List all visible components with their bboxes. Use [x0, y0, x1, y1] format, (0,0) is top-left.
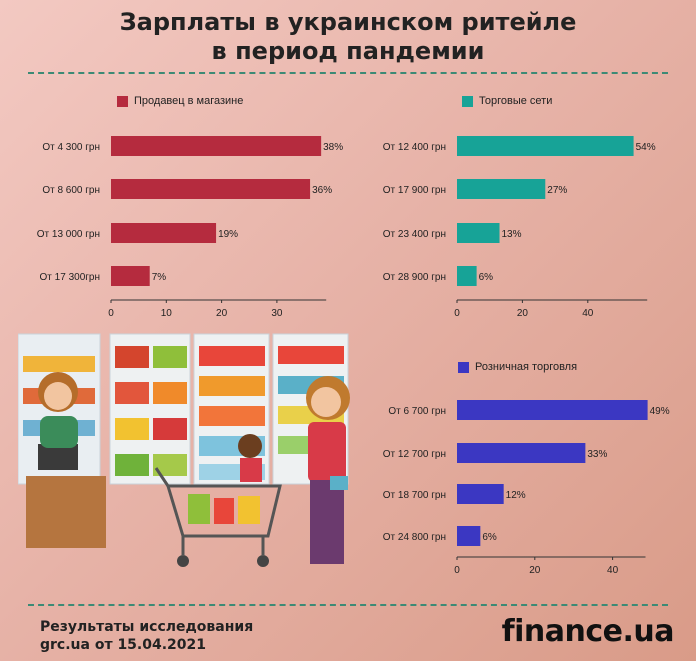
- x-tick-label: 40: [582, 308, 594, 319]
- bar: [457, 179, 546, 199]
- x-tick-label: 0: [108, 308, 114, 319]
- bar: [457, 223, 500, 243]
- value-label: 7%: [152, 272, 167, 283]
- category-label: От 4 300 грн: [42, 142, 100, 153]
- bar: [111, 266, 150, 286]
- x-tick-label: 20: [517, 308, 529, 319]
- footer-line-1: Результаты исследования: [40, 619, 254, 635]
- shopper-face: [311, 387, 341, 417]
- bar: [111, 223, 217, 243]
- top-divider: [28, 72, 668, 74]
- chart-retail: От 6 700 грн 49% От 12 700 грн 33% От 18 700…: [383, 400, 670, 576]
- cashier-counter: [26, 476, 106, 548]
- bar: [457, 266, 477, 286]
- value-label: 49%: [650, 406, 670, 417]
- shopper-top: [308, 422, 346, 482]
- supermarket-illustration: [18, 333, 350, 567]
- page-title: Зарплаты в украинском ритейле в период п…: [0, 8, 696, 66]
- value-label: 6%: [482, 532, 497, 543]
- value-label: 38%: [323, 142, 343, 153]
- category-label: От 8 600 грн: [42, 185, 100, 196]
- category-label: От 24 800 грн: [383, 532, 446, 543]
- value-label: 36%: [312, 185, 332, 196]
- x-tick-label: 10: [161, 308, 173, 319]
- category-label: От 17 300грн: [40, 272, 100, 283]
- bar: [111, 179, 311, 199]
- x-tick-label: 0: [454, 308, 460, 319]
- cashier-body: [40, 416, 78, 448]
- child-body: [240, 458, 262, 482]
- bar: [111, 136, 322, 156]
- bottom-divider: [28, 604, 668, 606]
- finance-logo: finance.ua: [501, 614, 675, 649]
- legend-seller-swatch: [117, 95, 128, 107]
- produce-crates: [115, 346, 187, 476]
- legend-chains-label: Торговые сети: [479, 95, 553, 107]
- bar: [457, 526, 481, 546]
- bar: [457, 400, 648, 420]
- category-label: От 18 700 грн: [383, 490, 446, 501]
- bar: [457, 484, 504, 504]
- child-head: [238, 434, 262, 458]
- value-label: 54%: [636, 142, 656, 153]
- category-label: От 28 900 грн: [383, 272, 446, 283]
- x-tick-label: 0: [454, 565, 460, 576]
- legend-chains-swatch: [462, 95, 473, 107]
- legend-retail-label: Розничная торговля: [475, 361, 578, 373]
- legend-chains: Торговые сети: [462, 95, 552, 107]
- x-tick-label: 20: [216, 308, 228, 319]
- category-label: От 12 400 грн: [383, 142, 446, 153]
- value-label: 13%: [502, 229, 522, 240]
- value-label: 27%: [547, 185, 567, 196]
- cash-register: [38, 444, 78, 470]
- x-tick-label: 30: [271, 308, 283, 319]
- shopper-bag: [330, 476, 348, 490]
- shopper-trousers: [310, 480, 344, 564]
- bar: [457, 136, 634, 156]
- chart-seller: От 4 300 грн 38% От 8 600 грн 36% От 13 000 …: [37, 136, 343, 319]
- category-label: От 6 700 грн: [388, 406, 446, 417]
- cashier-face: [44, 382, 72, 410]
- category-label: От 17 900 грн: [383, 185, 446, 196]
- footer-source: Результаты исследования grc.ua от 15.04.…: [40, 618, 253, 654]
- x-tick-label: 40: [607, 565, 619, 576]
- x-tick-label: 20: [529, 565, 541, 576]
- value-label: 12%: [506, 490, 526, 501]
- legend-seller-label: Продавец в магазине: [134, 95, 244, 107]
- category-label: От 12 700 грн: [383, 449, 446, 460]
- bar: [457, 443, 586, 463]
- value-label: 19%: [218, 229, 238, 240]
- value-label: 33%: [587, 449, 607, 460]
- title-line-1: Зарплаты в украинском ритейле: [119, 8, 577, 36]
- legend-seller: Продавец в магазине: [117, 95, 243, 107]
- chart-chains: От 12 400 грн 54% От 17 900 грн 27% От 23 40…: [383, 136, 656, 319]
- legend-retail: Розничная торговля: [458, 361, 577, 373]
- category-label: От 13 000 грн: [37, 229, 100, 240]
- footer-line-2: grc.ua от 15.04.2021: [40, 637, 207, 653]
- legend-retail-swatch: [458, 361, 469, 373]
- value-label: 6%: [479, 272, 494, 283]
- title-line-2: в период пандемии: [211, 37, 485, 65]
- category-label: От 23 400 грн: [383, 229, 446, 240]
- drink-bottles: [199, 346, 265, 480]
- shopping-cart: [154, 467, 282, 567]
